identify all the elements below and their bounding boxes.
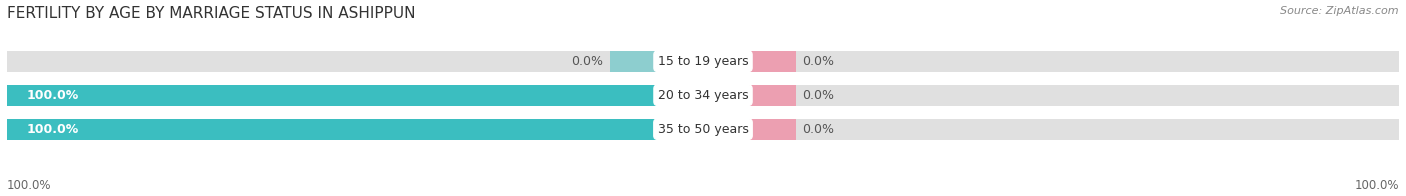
Bar <box>749 119 796 140</box>
Bar <box>7 51 657 72</box>
Text: 100.0%: 100.0% <box>27 89 79 102</box>
Text: 100.0%: 100.0% <box>27 123 79 136</box>
Bar <box>7 119 657 140</box>
Bar <box>749 51 796 72</box>
Text: 100.0%: 100.0% <box>1354 179 1399 192</box>
Text: 35 to 50 years: 35 to 50 years <box>658 123 748 136</box>
Text: 0.0%: 0.0% <box>803 55 834 68</box>
Text: Source: ZipAtlas.com: Source: ZipAtlas.com <box>1281 6 1399 16</box>
Bar <box>749 85 796 106</box>
Bar <box>610 51 657 72</box>
Text: FERTILITY BY AGE BY MARRIAGE STATUS IN ASHIPPUN: FERTILITY BY AGE BY MARRIAGE STATUS IN A… <box>7 6 416 21</box>
Text: 0.0%: 0.0% <box>803 89 834 102</box>
Bar <box>749 51 1399 72</box>
Bar <box>749 85 1399 106</box>
Text: 20 to 34 years: 20 to 34 years <box>658 89 748 102</box>
Bar <box>7 85 657 106</box>
Text: 0.0%: 0.0% <box>572 55 603 68</box>
Text: 15 to 19 years: 15 to 19 years <box>658 55 748 68</box>
Text: 100.0%: 100.0% <box>7 179 52 192</box>
Bar <box>7 119 657 140</box>
Bar <box>7 85 657 106</box>
Text: 0.0%: 0.0% <box>803 123 834 136</box>
Bar <box>749 119 1399 140</box>
